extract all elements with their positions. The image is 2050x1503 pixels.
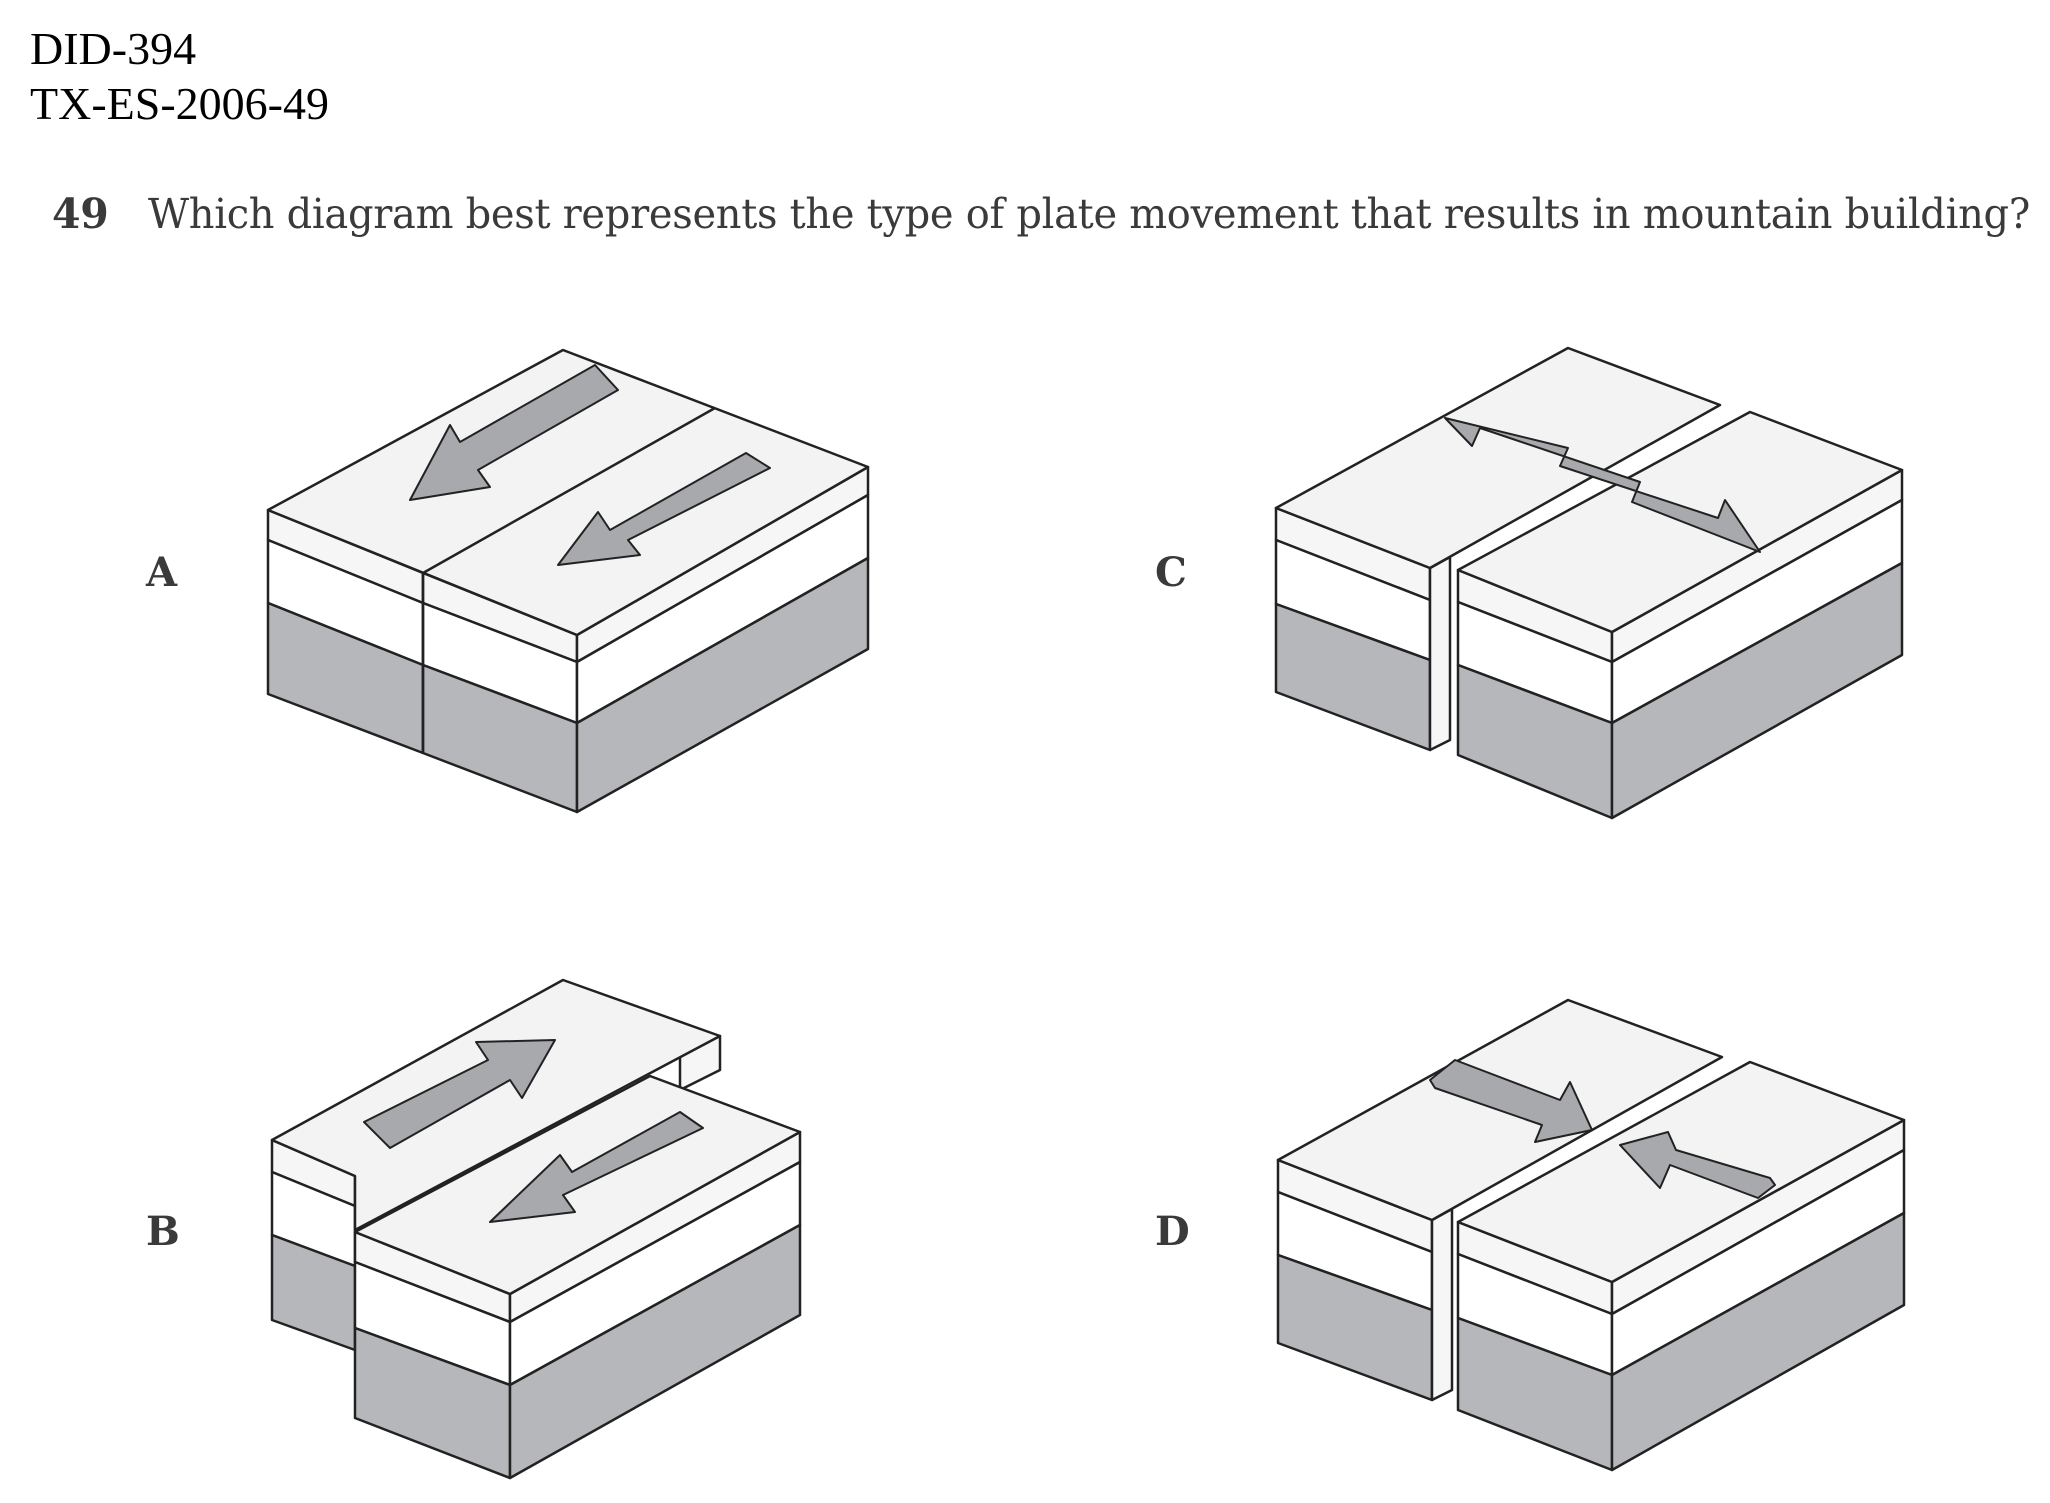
diagram-b[interactable] xyxy=(270,978,802,1480)
question-number: 49 xyxy=(52,190,109,238)
diagram-d-right-arrow xyxy=(1619,1131,1776,1199)
diagram-a-right-arrow xyxy=(557,452,771,566)
diagram-d[interactable] xyxy=(1276,998,1906,1472)
diagram-d-left-arrow xyxy=(1429,1059,1593,1143)
diagram-d-side-mantle-layer xyxy=(1610,1211,1906,1472)
diagram-b-upper-arrow xyxy=(363,1039,556,1149)
diagram-d-right-top-surface xyxy=(1456,1060,1906,1284)
diagram-c-right-top-surface xyxy=(1456,410,1904,634)
diagram-c-side-mantle-layer xyxy=(1610,561,1904,820)
diagram-c-left-top-surface xyxy=(1274,346,1722,570)
diagram-b-back-top-surface xyxy=(270,978,722,1232)
diagram-b-lower-arrow xyxy=(489,1111,704,1223)
diagram-a-left-arrow xyxy=(409,364,619,501)
diagram-c-left-side-face xyxy=(1428,555,1452,752)
option-letter-a[interactable]: A xyxy=(146,549,178,596)
option-letter-b[interactable]: B xyxy=(146,1208,180,1255)
document-id: DID-394 xyxy=(30,23,197,74)
diagram-a-plate-boundary xyxy=(422,406,716,575)
document-code: TX-ES-2006-49 xyxy=(30,78,329,129)
diagram-c-diverging-arrow xyxy=(1444,417,1761,553)
question-text: Which diagram best represents the type o… xyxy=(148,190,2030,238)
option-letter-d[interactable]: D xyxy=(1155,1208,1190,1255)
diagram-b-side-mantle-layer xyxy=(508,1223,802,1480)
question-prompt: 49 Which diagram best represents the type… xyxy=(52,194,2050,235)
option-letter-c[interactable]: C xyxy=(1155,549,1187,596)
diagram-d-left-side-face xyxy=(1430,1207,1454,1402)
diagram-a[interactable] xyxy=(266,348,870,814)
diagram-c[interactable] xyxy=(1274,346,1904,820)
diagram-a-side-mantle-layer xyxy=(575,556,870,814)
